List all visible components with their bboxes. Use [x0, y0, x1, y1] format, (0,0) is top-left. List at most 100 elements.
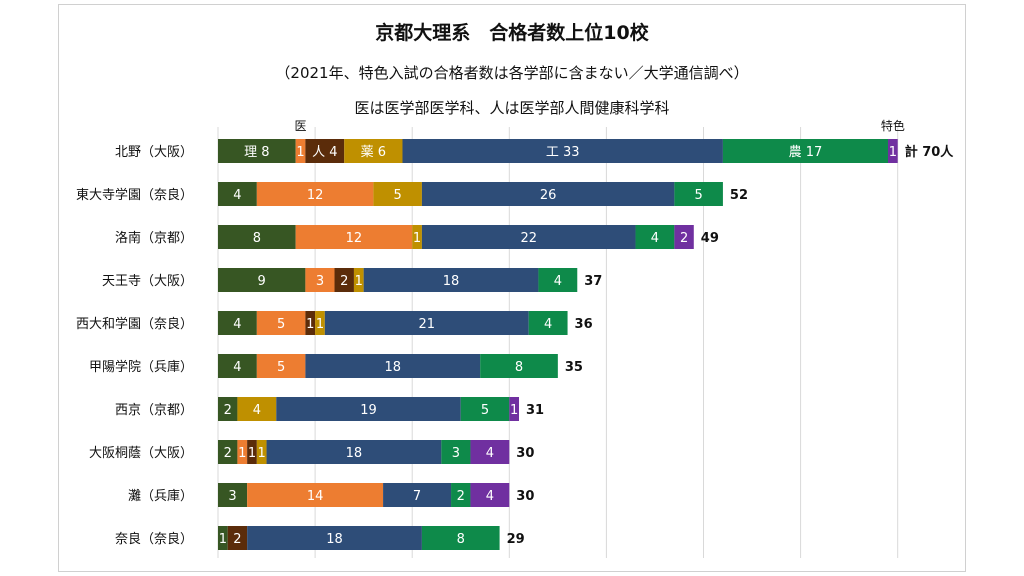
category-label: 奈良（奈良） [115, 531, 193, 547]
bar-segment-医 [305, 268, 335, 292]
bar-segment-薬 [412, 225, 422, 249]
category-label: 北野（大阪） [115, 145, 193, 160]
segment-label: 1 [306, 317, 314, 332]
bar-segment-医 [295, 225, 413, 249]
segment-label: 4 [651, 231, 659, 246]
bar-segment-特色 [470, 440, 510, 464]
category-label: 甲陽学院（兵庫） [89, 359, 193, 375]
segment-label: 3 [228, 489, 236, 504]
segment-label: 理 8 [244, 145, 269, 160]
bar-segment-理 [218, 354, 257, 378]
total-label: 31 [526, 403, 544, 418]
segment-label: 薬 6 [361, 145, 386, 160]
segment-label: 5 [695, 188, 703, 203]
category-label: 大阪桐蔭（大阪） [89, 446, 193, 461]
chart-title: 京都大理系 合格者数上位10校 [375, 22, 649, 44]
segment-label: 8 [515, 360, 523, 375]
segment-label: 工 33 [546, 145, 580, 160]
bar-segment-工 [383, 483, 452, 507]
bar-segment-理 [218, 397, 238, 421]
segment-label: 農 17 [789, 145, 823, 160]
total-label: 30 [516, 446, 534, 461]
segment-label: 4 [233, 317, 241, 332]
bar-segment-農 [460, 397, 510, 421]
segment-label: 4 [253, 403, 261, 418]
chart-subtitle: （2021年、特色入試の合格者数は各学部に含まない／大学通信調べ） [275, 64, 749, 82]
bar-segment-医 [256, 311, 306, 335]
bar-segment-工 [421, 225, 636, 249]
bar-segment-農 [441, 440, 471, 464]
segment-label: 19 [360, 403, 377, 418]
category-label: 洛南（京都） [115, 230, 193, 246]
bar-segment-人 [305, 311, 316, 335]
segment-label: 4 [486, 446, 494, 461]
segment-label: 1 [296, 145, 304, 160]
category-label: 灘（兵庫） [128, 489, 193, 504]
category-label: 西京（京都） [115, 403, 193, 418]
segment-label: 1 [889, 145, 897, 160]
bar-segment-工 [324, 311, 529, 335]
segment-label: 5 [277, 317, 285, 332]
segment-label: 14 [307, 489, 324, 504]
segment-label: 5 [481, 403, 489, 418]
bar-segment-理 [218, 268, 306, 292]
segment-label: 4 [486, 489, 494, 504]
total-label: 29 [507, 532, 525, 547]
segment-label: 4 [554, 274, 562, 289]
bar-segment-特色 [509, 397, 520, 421]
total-label: 30 [516, 489, 534, 504]
bar-segment-農 [451, 483, 471, 507]
bar-segment-農 [674, 182, 723, 206]
segment-label: 1 [238, 446, 246, 461]
segment-label: 18 [326, 532, 343, 547]
bar-segment-工 [266, 440, 442, 464]
total-label: 計 70人 [905, 144, 955, 160]
segment-label: 1 [510, 403, 518, 418]
bar-segment-農 [722, 139, 888, 163]
segment-label: 12 [307, 188, 324, 203]
bar-segment-工 [402, 139, 723, 163]
bar-segment-人 [305, 139, 345, 163]
bar-segment-医 [295, 139, 306, 163]
segment-label: 4 [233, 360, 241, 375]
segment-label: 2 [224, 403, 232, 418]
bar-segment-工 [305, 354, 481, 378]
bar-segment-農 [635, 225, 675, 249]
bar-segment-特色 [674, 225, 694, 249]
bar-segment-理 [218, 483, 248, 507]
bars [218, 139, 898, 550]
segment-label: 4 [233, 188, 241, 203]
bar-segment-理 [218, 311, 257, 335]
segment-label: 2 [340, 274, 348, 289]
bar-segment-農 [528, 311, 568, 335]
bar-segment-人 [247, 440, 257, 464]
bar-segment-理 [218, 139, 296, 163]
bar-segment-特色 [470, 483, 510, 507]
segment-label: 18 [385, 360, 402, 375]
segment-label: 5 [393, 188, 401, 203]
bar-segment-農 [480, 354, 558, 378]
segment-label: 12 [346, 231, 363, 246]
bar-segment-薬 [344, 139, 403, 163]
segment-label: 2 [680, 231, 688, 246]
category-label: 西大和学園（奈良） [76, 316, 193, 332]
segment-label: 2 [457, 489, 465, 504]
bar-segment-薬 [237, 397, 277, 421]
total-label: 49 [701, 231, 719, 246]
bar-segment-理 [218, 526, 228, 550]
segment-label: 4 [544, 317, 552, 332]
bar-segment-薬 [373, 182, 422, 206]
bar-segment-薬 [256, 440, 267, 464]
segment-label: 2 [233, 532, 241, 547]
segment-label: 18 [443, 274, 460, 289]
annotation-label: 特色 [881, 118, 905, 133]
bar-segment-薬 [315, 311, 325, 335]
total-label: 36 [575, 317, 593, 332]
segment-label: 18 [346, 446, 363, 461]
segment-label: 1 [413, 231, 421, 246]
bar-segment-人 [227, 526, 248, 550]
segment-label: 1 [316, 317, 324, 332]
bar-segment-医 [256, 182, 374, 206]
segment-label: 5 [277, 360, 285, 375]
